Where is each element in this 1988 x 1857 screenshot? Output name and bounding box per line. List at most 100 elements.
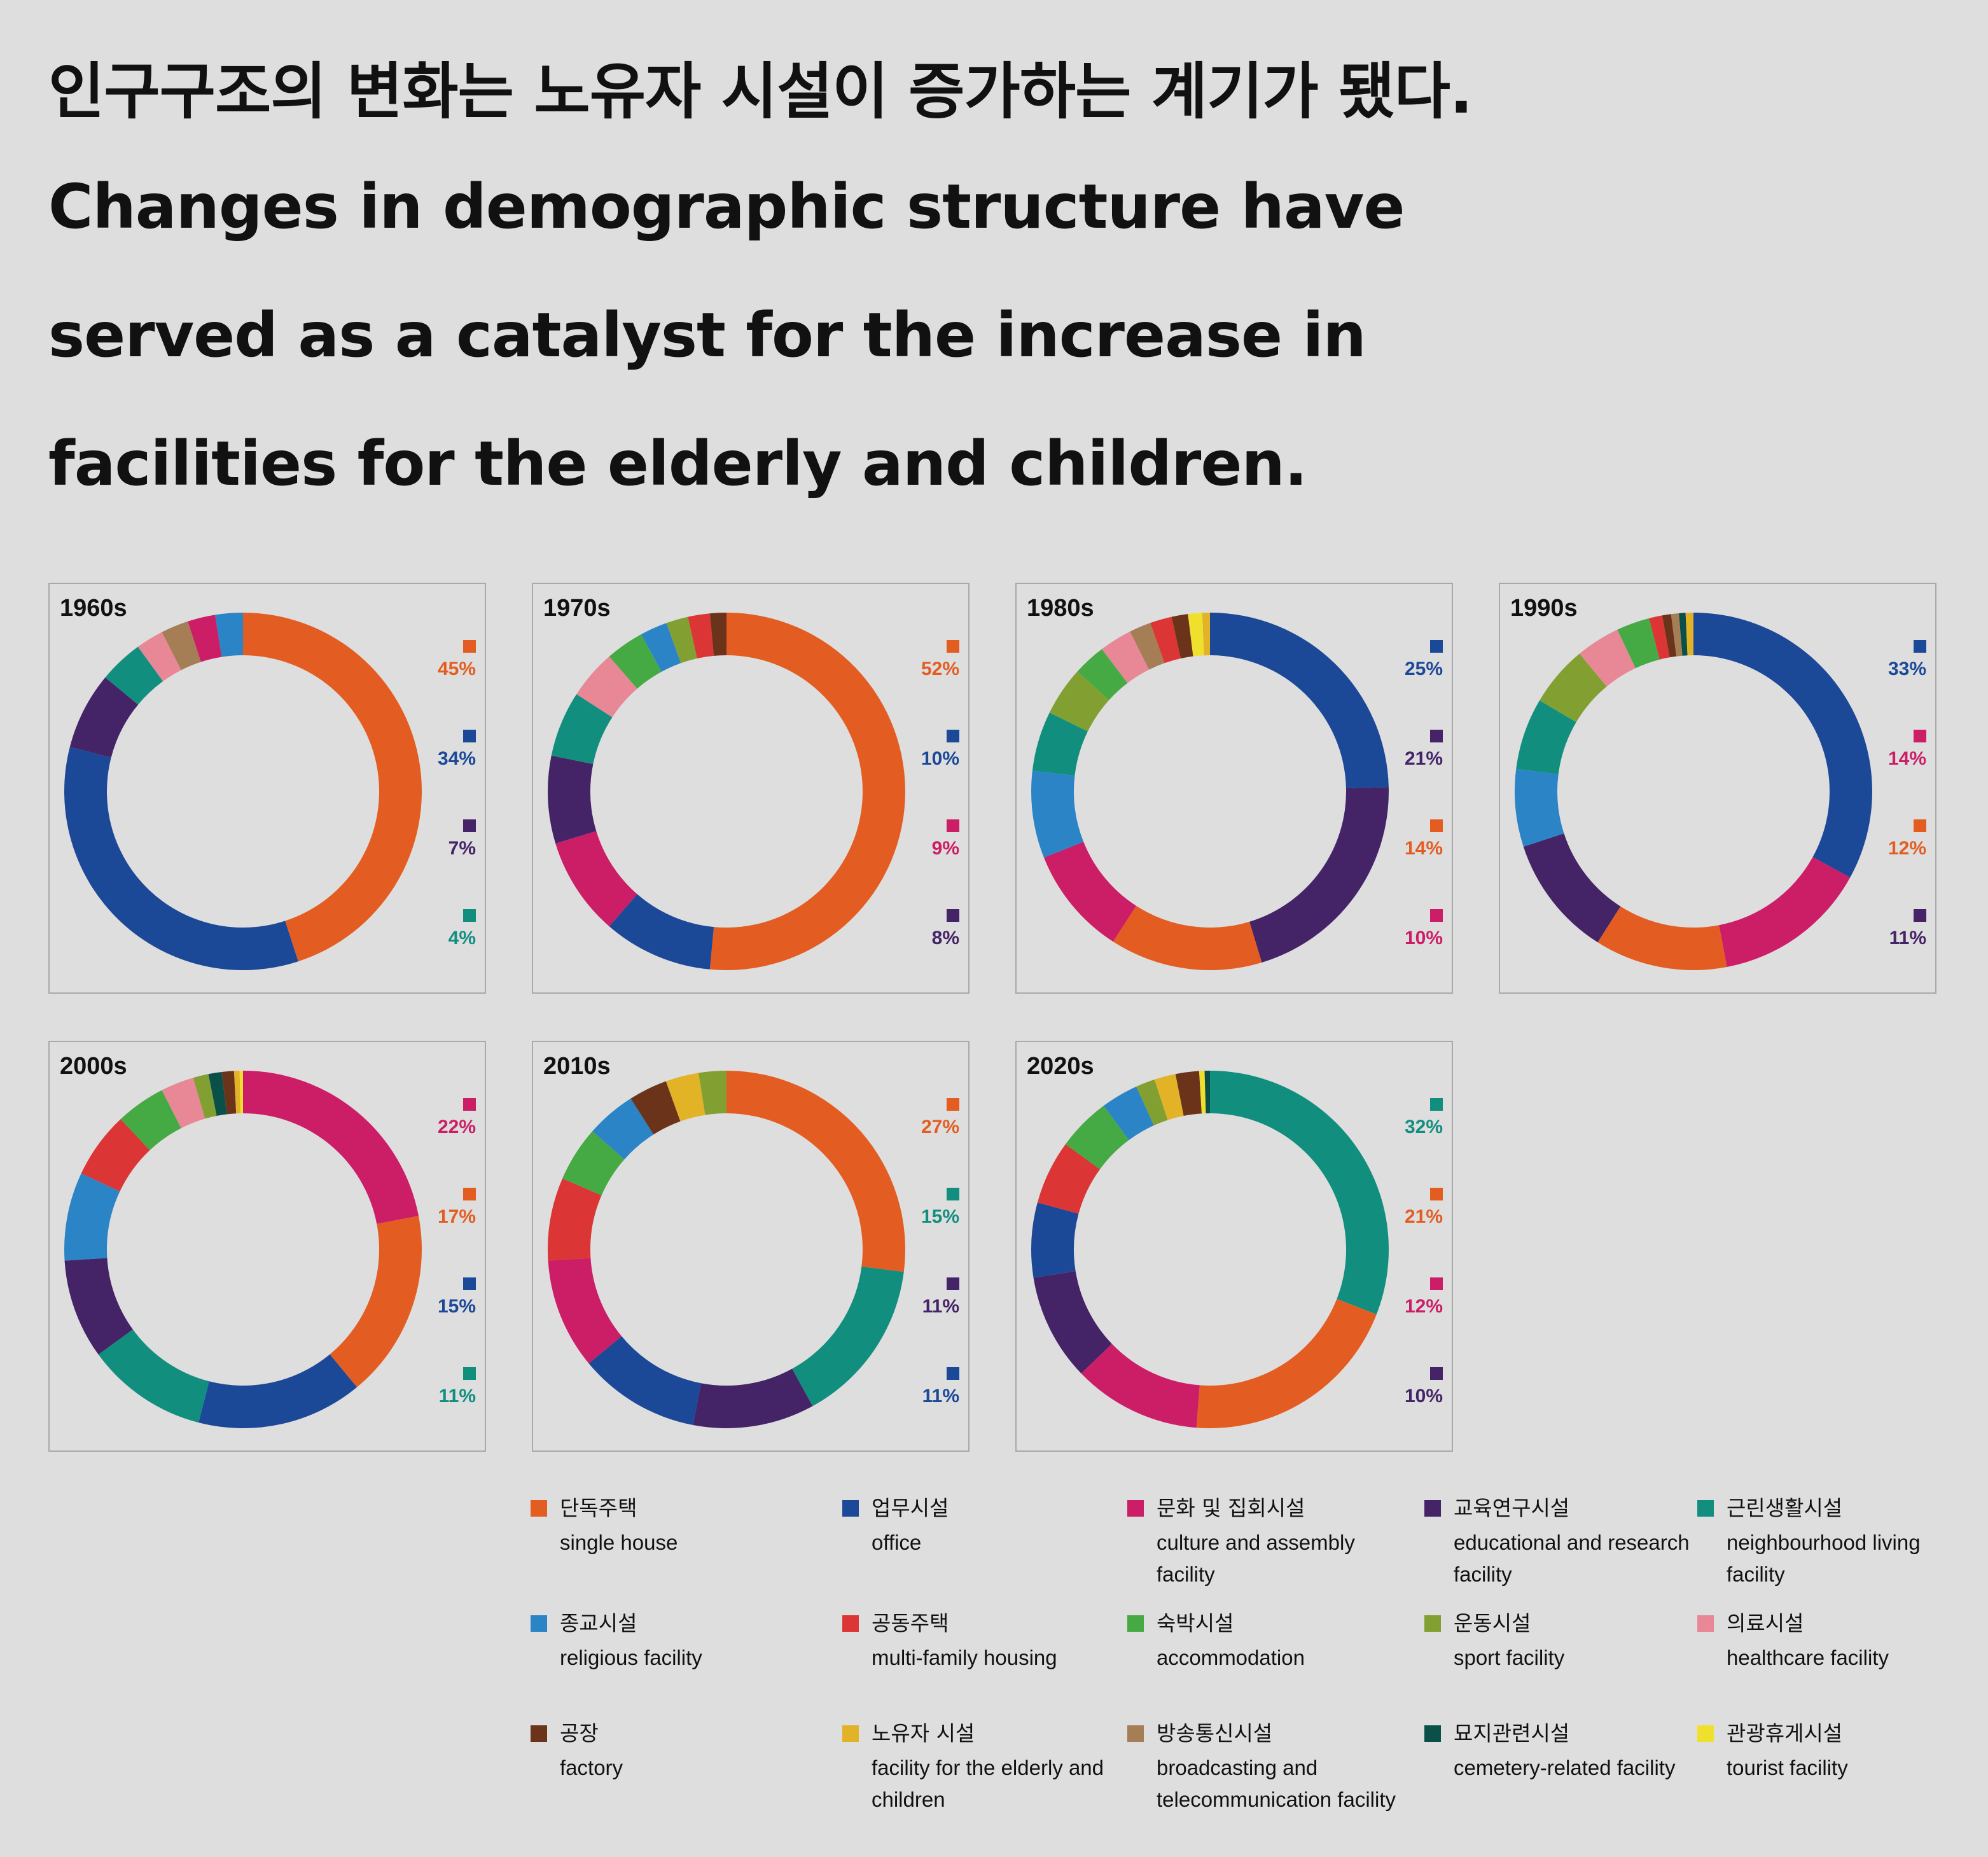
donut-slice-single (1113, 905, 1262, 971)
donut-slice-health (162, 1078, 205, 1129)
donut-slice-office (609, 894, 714, 970)
legend-label-english: single house (560, 1531, 678, 1554)
legend-label-english: accommodation (1157, 1646, 1305, 1669)
chart-title: 2020s (1027, 1053, 1094, 1080)
donut-slice-cemetery (1679, 613, 1688, 656)
donut-slice-office (1693, 613, 1872, 878)
chart-legend: 단독주택 single house 업무시설 office 문화 및 집회시설 cultu… (531, 1495, 1956, 1826)
data-label-single: 21% (1405, 1206, 1443, 1227)
data-label-edu: 8% (932, 928, 959, 949)
chart-panel-2010s: 2010s 27% 15% 11% 11% (532, 1041, 970, 1452)
legend-swatch (1424, 1500, 1441, 1517)
donut-slice-accom (609, 634, 662, 689)
label-swatch-culture (1430, 909, 1443, 922)
legend-label-english: neighbourhood living facility (1727, 1531, 1921, 1586)
donut-slice-sport (1136, 1079, 1168, 1126)
data-label-culture: 9% (932, 838, 959, 859)
label-swatch-edu (1430, 1367, 1443, 1380)
donut-slice-religious (1103, 1086, 1154, 1141)
label-swatch-single (947, 1098, 959, 1111)
donut-chart: 1970s 52% 10% 9% 8% (543, 595, 959, 970)
donut-slice-religious (641, 623, 681, 672)
donut-slice-elderly (665, 1073, 706, 1122)
donut-slice-broadcast (1130, 623, 1165, 670)
data-label-single: 52% (921, 658, 959, 679)
label-swatch-neigh (463, 1367, 476, 1380)
chart-title: 2000s (60, 1053, 127, 1080)
data-label-culture: 12% (1405, 1296, 1443, 1317)
label-swatch-neigh (463, 909, 476, 922)
donut-slice-factory (1175, 1071, 1202, 1116)
donut-slice-factory (221, 1071, 237, 1115)
legend-label-korean: 노유자 시설 (872, 1721, 975, 1746)
data-label-single: 12% (1888, 838, 1926, 859)
legend-label-korean: 종교시설 (560, 1611, 637, 1636)
data-label-neigh: 15% (921, 1206, 959, 1227)
donut-slice-accom (1617, 618, 1660, 669)
legend-label-english: factory (560, 1756, 623, 1779)
donut-slice-multi (81, 1119, 150, 1192)
legend-swatch (1127, 1615, 1144, 1632)
label-swatch-single (947, 640, 959, 653)
data-label-edu: 7% (448, 838, 476, 859)
chart-title: 1960s (60, 595, 127, 622)
legend-label-english: facility for the elderly and children (872, 1756, 1104, 1811)
legend-label-english: tourist facility (1727, 1756, 1848, 1779)
donut-slice-sport (699, 1071, 726, 1115)
legend-label-english: educational and research facility (1454, 1531, 1690, 1586)
data-label-office: 10% (921, 748, 959, 769)
donut-slice-elderly (1154, 1074, 1184, 1120)
chart-title: 1970s (543, 595, 611, 622)
donut-slice-accom (562, 1131, 625, 1196)
headline-english-line-3: facilities for the elderly and children. (48, 428, 1307, 499)
chart-title: 2010s (543, 1053, 611, 1080)
legend-label-korean: 단독주택 (560, 1496, 637, 1520)
donut-slice-culture (1719, 857, 1851, 968)
legend-label-english: broadcasting and telecommunication facil… (1157, 1756, 1396, 1811)
donut-slice-neigh (1516, 700, 1576, 775)
label-swatch-neigh (947, 1188, 959, 1200)
label-swatch-edu (463, 819, 476, 832)
label-swatch-edu (947, 1277, 959, 1290)
legend-label-english: sport facility (1454, 1646, 1565, 1669)
donut-chart: 2000s 22% 17% 15% 11% (60, 1053, 476, 1428)
chart-title: 1980s (1027, 595, 1094, 622)
label-swatch-neigh (1430, 1098, 1443, 1111)
label-swatch-single (463, 640, 476, 653)
donut-slice-elderly (233, 1071, 240, 1114)
donut-slice-edu (1033, 1270, 1112, 1374)
donut-slice-neigh (551, 694, 613, 765)
donut-slice-broadcast (1671, 613, 1683, 657)
data-label-single: 14% (1405, 838, 1443, 859)
donut-slice-factory (1662, 614, 1677, 658)
chart-panel-1980s: 1980s 25% 21% 14% 10% (1015, 583, 1453, 994)
donut-slice-edu (1249, 787, 1389, 963)
data-label-office: 34% (438, 748, 476, 769)
donut-slice-multi (1649, 615, 1670, 660)
donut-chart: 1990s 33% 14% 12% 11% (1510, 595, 1926, 970)
donut-slice-single (726, 1071, 905, 1272)
donut-slice-edu (1523, 833, 1621, 943)
data-label-office: 33% (1888, 658, 1926, 679)
donut-slice-health (137, 632, 181, 681)
donut-slice-cemetery (1204, 1071, 1210, 1114)
headline-english-line-2: served as a catalyst for the increase in (48, 300, 1366, 371)
donut-slice-multi (547, 1178, 602, 1261)
donut-slice-accom (120, 1090, 181, 1150)
donut-slice-neigh (792, 1266, 904, 1407)
legend-label-korean: 운동시설 (1454, 1611, 1531, 1636)
data-label-edu: 21% (1405, 748, 1443, 769)
label-swatch-single (463, 1188, 476, 1200)
headline: 인구구조의 변화는 노유자 시설이 증가하는 계기가 됐다. Changes i… (48, 41, 1893, 528)
donut-slice-factory (1171, 614, 1193, 658)
label-swatch-single (1430, 1188, 1443, 1200)
data-label-culture: 14% (1888, 748, 1926, 769)
donut-slice-factory (709, 613, 726, 656)
chart-panel-2000s: 2000s 22% 17% 15% 11% (48, 1041, 486, 1452)
donut-slice-religious (64, 1173, 120, 1261)
chart-title: 1990s (1510, 595, 1578, 622)
donut-slice-culture (548, 1258, 622, 1364)
donut-slice-multi (1150, 616, 1181, 664)
donut-slice-sport (1540, 653, 1607, 723)
donut-slice-elderly (1685, 613, 1693, 656)
